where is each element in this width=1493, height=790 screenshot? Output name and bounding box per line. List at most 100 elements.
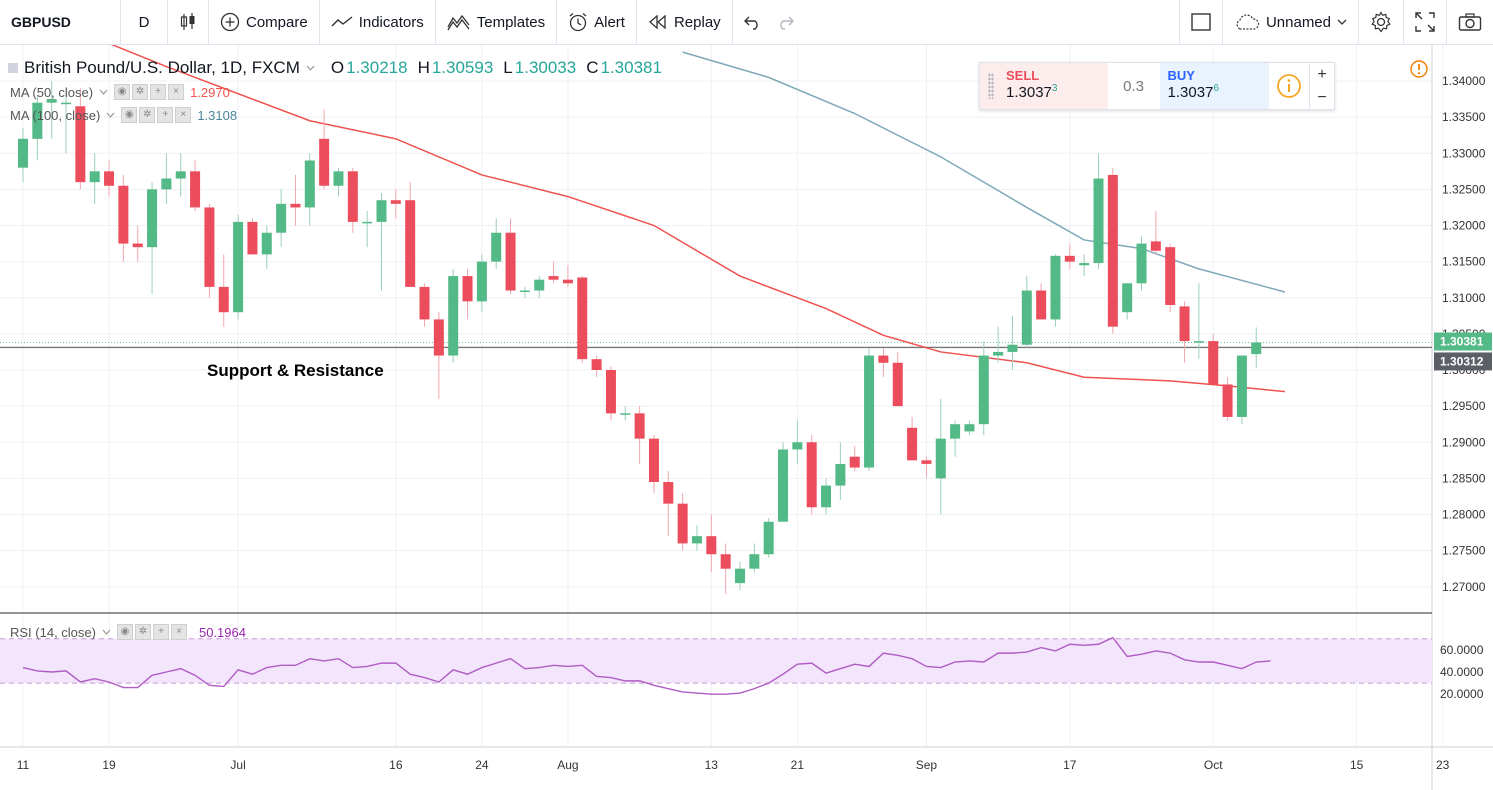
chart-style-button[interactable]: [168, 0, 209, 44]
symbol-legend: British Pound/U.S. Dollar, 1D, FXCM O 1.3…: [8, 58, 662, 78]
candle-body: [720, 554, 731, 569]
gear-icon[interactable]: ✲: [139, 107, 156, 123]
indicators-label: Indicators: [358, 13, 424, 31]
gear-icon[interactable]: ✲: [134, 624, 151, 640]
candle-body: [1079, 263, 1090, 266]
gear-icon[interactable]: ✲: [132, 84, 149, 100]
symbol-search[interactable]: GBPUSD: [0, 0, 121, 44]
candle: [1236, 355, 1247, 425]
rsi-band-fill: [0, 638, 1432, 684]
rsi-label: RSI (14, close): [10, 624, 96, 640]
legend-toggle-icon[interactable]: [8, 63, 18, 73]
close-icon[interactable]: ×: [168, 84, 185, 100]
rsi-tick-label: 20.0000: [1440, 687, 1484, 701]
sr-price-marker-box: [1434, 352, 1492, 371]
time-tick-label: 16: [389, 758, 403, 772]
candle: [118, 174, 129, 262]
sr-price-marker-text: 1.30312: [1440, 354, 1484, 368]
candle-body: [290, 203, 301, 208]
time-tick-label: 21: [791, 758, 805, 772]
candle: [921, 456, 932, 479]
candle: [648, 435, 659, 493]
candle-body: [204, 207, 215, 287]
candle-body: [118, 185, 129, 244]
alert-button[interactable]: Alert: [557, 0, 637, 44]
settings-button[interactable]: [1358, 0, 1403, 44]
ma50-value: 1.2970: [190, 84, 230, 100]
candle-body: [562, 279, 573, 284]
undo-icon[interactable]: [743, 14, 762, 30]
candle: [175, 153, 186, 197]
candle-body: [964, 424, 975, 432]
ma100-label: MA (100, close): [10, 107, 101, 123]
sr-price-marker: 1.30312: [1434, 352, 1492, 371]
candles-icon: [180, 13, 195, 30]
support-resistance-label[interactable]: Support & Resistance: [207, 361, 384, 380]
expand-icon: [1415, 12, 1435, 32]
interval-label: D: [138, 13, 150, 31]
candle-body: [433, 319, 444, 356]
close-icon[interactable]: ×: [170, 624, 187, 640]
trade-info-button[interactable]: [1269, 63, 1309, 109]
snapshot-button[interactable]: [1446, 0, 1493, 44]
price-tick-label: 1.31500: [1442, 255, 1486, 269]
buy-button[interactable]: BUY 1.30376: [1159, 63, 1270, 109]
candle-body: [61, 102, 72, 105]
candle: [577, 276, 588, 363]
interval-button[interactable]: D: [121, 0, 168, 44]
candle: [32, 95, 43, 161]
eye-icon[interactable]: ◉: [116, 624, 133, 640]
time-tick-label: 15: [1350, 758, 1364, 772]
candle-body: [1021, 290, 1032, 345]
candle-body: [1093, 178, 1104, 264]
time-tick-label: 11: [17, 758, 30, 772]
plus-icon[interactable]: +: [152, 624, 169, 640]
plus-icon[interactable]: +: [1317, 65, 1327, 83]
last-price-marker-box: [1434, 332, 1492, 351]
candle: [46, 81, 57, 139]
candle: [792, 420, 803, 464]
eye-icon[interactable]: ◉: [121, 107, 138, 123]
time-tick-label: Jul: [230, 758, 245, 772]
time-tick-label: 13: [705, 758, 719, 772]
fullscreen-toggle-button[interactable]: [1178, 0, 1222, 44]
chevron-down-icon: [102, 629, 111, 635]
alert-label: Alert: [594, 13, 625, 31]
ma100-legend[interactable]: MA (100, close) ◉ ✲ + × 1.3108: [10, 107, 237, 123]
spread-value: 0.3: [1123, 77, 1145, 95]
warning-icon[interactable]: [1409, 59, 1429, 79]
candle-body: [634, 413, 645, 439]
compare-button[interactable]: Compare: [209, 0, 320, 44]
camera-icon: [1458, 13, 1482, 31]
candle: [806, 435, 817, 515]
candle-body: [448, 276, 459, 356]
replay-button[interactable]: Replay: [637, 0, 733, 44]
expand-button[interactable]: [1403, 0, 1446, 44]
redo-icon[interactable]: [776, 14, 794, 30]
symbol-title[interactable]: British Pound/U.S. Dollar, 1D, FXCM: [24, 58, 300, 77]
ma50-legend[interactable]: MA (50, close) ◉ ✲ + × 1.2970: [10, 84, 230, 100]
plus-icon[interactable]: +: [150, 84, 167, 100]
sell-button[interactable]: SELL 1.30373: [980, 63, 1108, 109]
candle-body: [1150, 241, 1161, 251]
minus-icon[interactable]: −: [1317, 88, 1327, 106]
price-chart[interactable]: 1.34000 1.33500 1.33000 1.32500 1.32000 1.315…: [0, 45, 1493, 790]
indicators-button[interactable]: Indicators: [320, 0, 436, 44]
layout-button[interactable]: Unnamed: [1221, 0, 1358, 44]
rsi-legend[interactable]: RSI (14, close) ◉ ✲ + × 50.1964: [10, 624, 246, 640]
candle: [61, 91, 72, 154]
quantity-stepper: + −: [1309, 63, 1334, 109]
candle: [1251, 327, 1262, 368]
plus-icon[interactable]: +: [157, 107, 174, 123]
close-icon[interactable]: ×: [175, 107, 192, 123]
ma50-controls: ◉ ✲ + ×: [114, 84, 185, 100]
chevron-down-icon: [1337, 19, 1347, 25]
candle: [505, 218, 516, 295]
candle: [548, 261, 559, 284]
templates-button[interactable]: Templates: [436, 0, 558, 44]
eye-icon[interactable]: ◉: [114, 84, 131, 100]
candle: [448, 268, 459, 363]
drag-handle-icon[interactable]: [988, 73, 994, 99]
candle-body: [405, 200, 416, 287]
candle: [835, 442, 846, 501]
